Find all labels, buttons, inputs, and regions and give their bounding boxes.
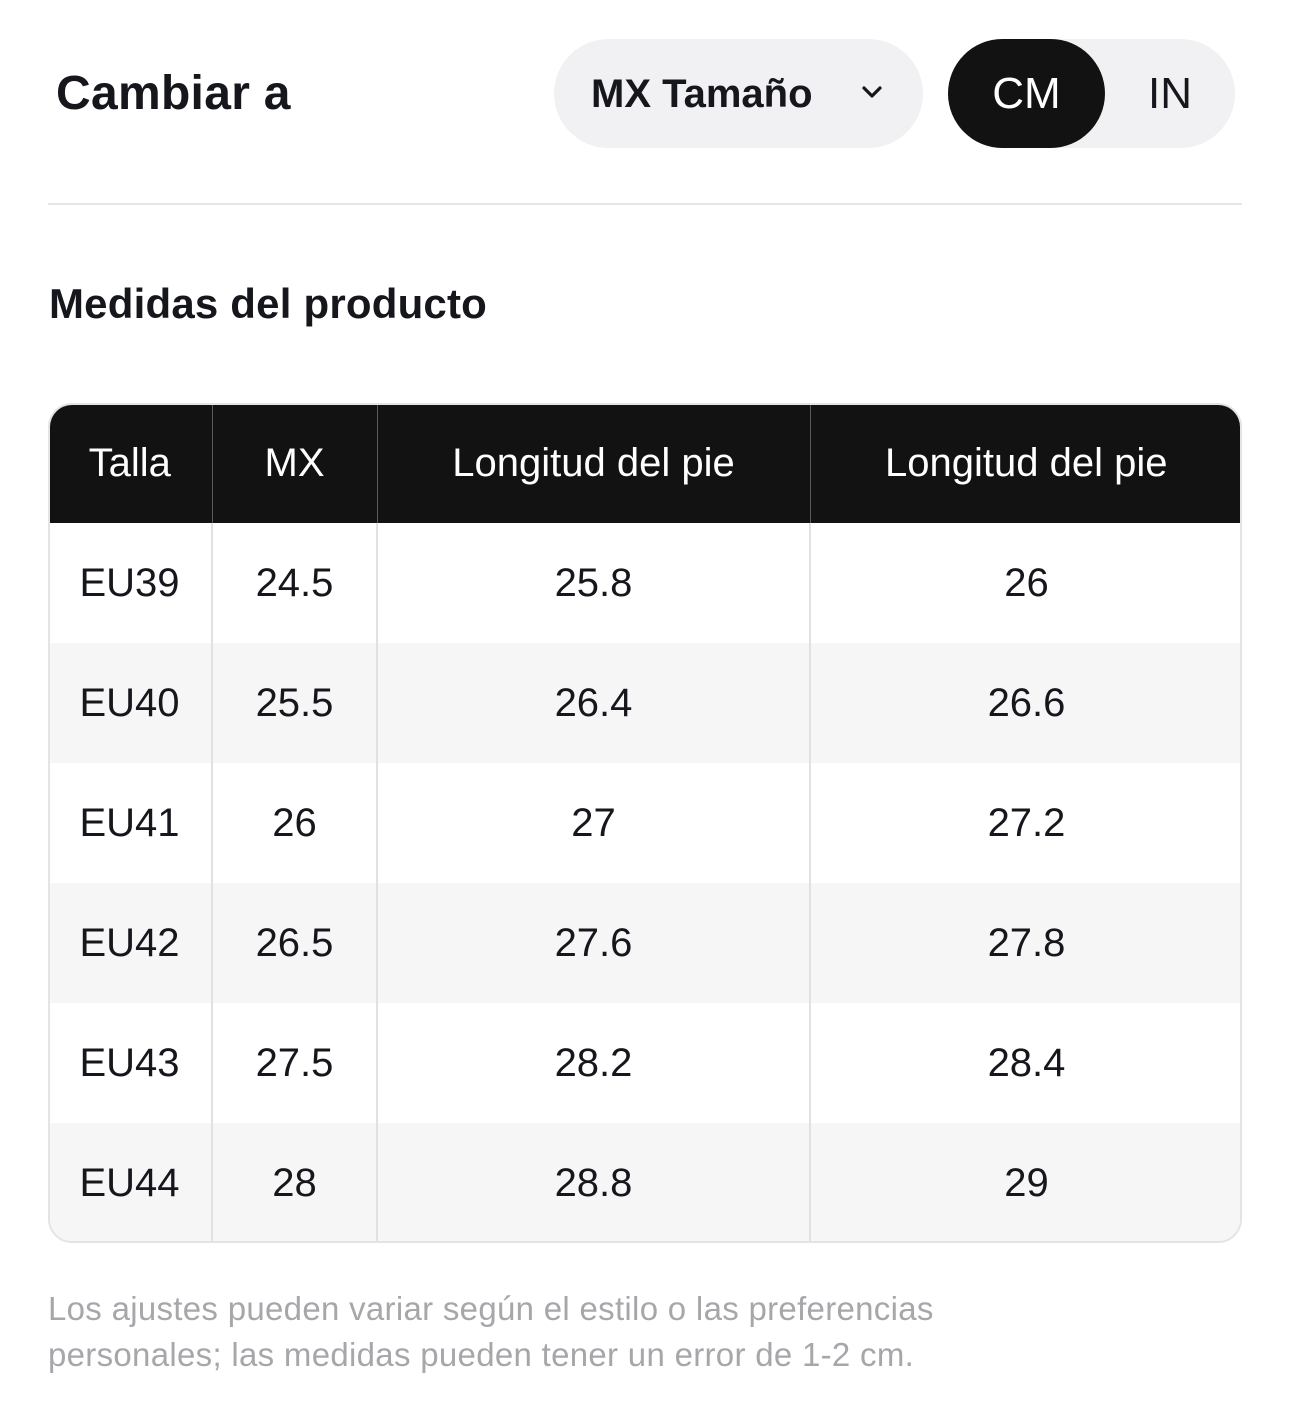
size-controls-bar: Cambiar a MX Tamaño CM IN <box>0 0 1290 190</box>
column-header-foot-length-2: Longitud del pie <box>810 405 1240 523</box>
size-system-selected: MX Tamaño <box>591 71 813 116</box>
table-cell: 25.5 <box>212 643 378 763</box>
table-cell: 27.8 <box>810 883 1240 1003</box>
chevron-down-icon <box>862 86 882 98</box>
table-cell: 24.5 <box>212 523 378 643</box>
table-row: EU41 26 27 27.2 <box>50 763 1240 883</box>
column-header-mx: MX <box>212 405 378 523</box>
table-cell: EU44 <box>50 1123 213 1241</box>
table-cell: 28 <box>212 1123 378 1241</box>
table-cell: EU40 <box>50 643 213 763</box>
section-title: Medidas del producto <box>49 280 488 327</box>
table-cell: EU42 <box>50 883 213 1003</box>
table-row: EU44 28 28.8 29 <box>50 1123 1240 1241</box>
size-chart-table: Talla MX Longitud del pie Longitud del p… <box>48 403 1242 1243</box>
table-row: EU40 25.5 26.4 26.6 <box>50 643 1240 763</box>
table-cell: EU41 <box>50 763 213 883</box>
table-cell: 28.8 <box>377 1123 811 1241</box>
table-cell: 27.5 <box>212 1003 378 1123</box>
size-system-dropdown[interactable]: MX Tamaño <box>554 39 923 148</box>
table-cell: 26 <box>212 763 378 883</box>
unit-option-in[interactable]: IN <box>1148 68 1192 118</box>
table-cell: 28.4 <box>810 1003 1240 1123</box>
table-cell: EU39 <box>50 523 213 643</box>
table-cell: 25.8 <box>377 523 811 643</box>
table-cell: 29 <box>810 1123 1240 1241</box>
table-header-row: Talla MX Longitud del pie Longitud del p… <box>50 405 1240 523</box>
table-cell: 26.4 <box>377 643 811 763</box>
table-row: EU42 26.5 27.6 27.8 <box>50 883 1240 1003</box>
column-header-foot-length-1: Longitud del pie <box>377 405 811 523</box>
size-disclaimer: Los ajustes pueden variar según el estil… <box>48 1286 1148 1378</box>
disclaimer-line-1: Los ajustes pueden variar según el estil… <box>48 1290 934 1327</box>
table-row: EU39 24.5 25.8 26 <box>50 523 1240 643</box>
table-cell: 26 <box>810 523 1240 643</box>
table-row: EU43 27.5 28.2 28.4 <box>50 1003 1240 1123</box>
table-cell: 27.6 <box>377 883 811 1003</box>
table-cell: 26.5 <box>212 883 378 1003</box>
disclaimer-line-2: personales; las medidas pueden tener un … <box>48 1336 915 1373</box>
table-cell: 28.2 <box>377 1003 811 1123</box>
change-to-label: Cambiar a <box>56 67 291 120</box>
unit-toggle: CM IN <box>948 39 1235 148</box>
table-cell: 27.2 <box>810 763 1240 883</box>
unit-option-cm[interactable]: CM <box>948 39 1105 148</box>
column-header-talla: Talla <box>50 405 213 523</box>
table-cell: 27 <box>377 763 811 883</box>
table-cell: EU43 <box>50 1003 213 1123</box>
table-cell: 26.6 <box>810 643 1240 763</box>
section-divider <box>48 203 1242 205</box>
